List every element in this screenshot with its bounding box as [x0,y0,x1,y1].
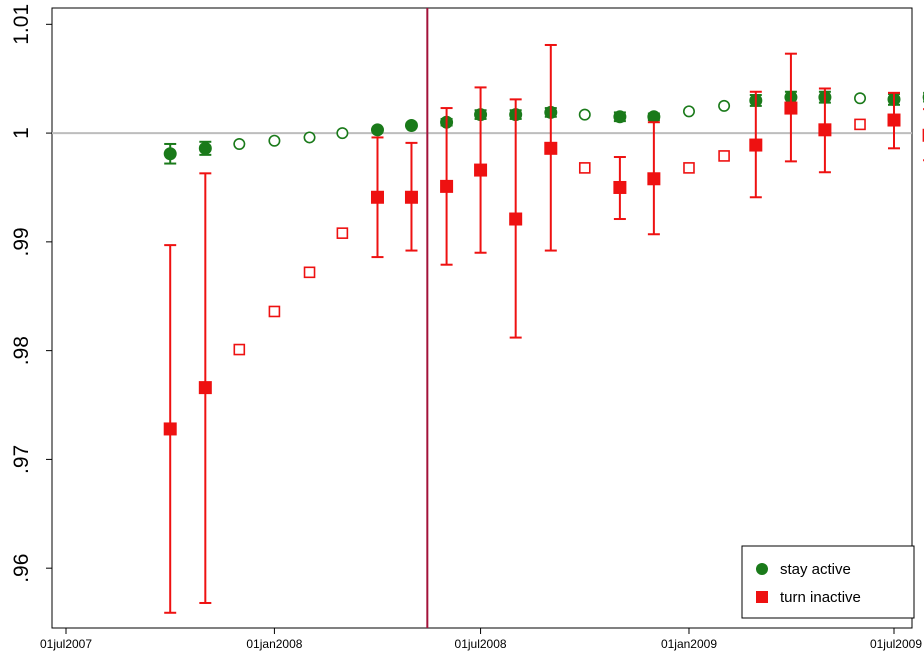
x-tick-label: 01jul2007 [40,637,92,651]
data-point-stay-active [336,127,349,140]
data-point-turn-inactive [578,162,591,174]
data-point-stay-active [682,105,695,118]
legend-label-stay-active: stay active [780,561,851,578]
legend-label-turn-inactive: turn inactive [780,589,861,606]
data-point-turn-inactive [683,162,695,174]
data-point-stay-active [854,92,867,105]
plot-frame [51,7,913,629]
data-point-stay-active [303,131,316,144]
data-point-turn-inactive [303,266,316,279]
data-point-turn-inactive [163,422,177,436]
data-point-stay-active [233,137,246,150]
x-tick-label: 01jan2008 [246,637,302,651]
y-tick-label: .98 [10,336,33,365]
legend-marker-turn-inactive [756,591,768,603]
x-tick-label: 01jul2009 [870,637,922,651]
data-point-turn-inactive [440,179,454,193]
data-point-stay-active [647,110,661,124]
data-point-stay-active [163,147,177,161]
data-point-turn-inactive [233,343,246,356]
data-point-stay-active [198,141,212,155]
data-point-turn-inactive [647,172,661,186]
x-axis: 01jul2007 01jan2008 01jul2008 01jan2009 01ju… [40,628,922,651]
series-turn-inactive [163,43,924,614]
data-point-stay-active [613,110,627,124]
y-tick-label: .96 [10,554,33,583]
legend: stay active turn inactive [741,545,915,619]
legend-box [741,545,915,619]
data-point-turn-inactive [749,138,763,152]
data-point-turn-inactive [887,113,901,127]
data-point-stay-active [370,123,384,137]
data-point-turn-inactive [336,227,349,239]
data-point-stay-active [718,99,731,112]
data-point-turn-inactive [509,212,523,226]
y-axis: .96 .97 .98 .99 1 1.01 [10,4,52,583]
data-point-stay-active [404,118,418,132]
data-point-turn-inactive [198,381,212,395]
data-point-stay-active [578,108,591,121]
data-point-turn-inactive [784,101,798,115]
x-tick-label: 01jul2008 [455,637,507,651]
data-point-turn-inactive [718,150,730,162]
reference-lines [52,8,912,628]
data-point-stay-active [268,134,281,147]
data-point-turn-inactive [268,305,281,318]
data-point-turn-inactive [854,118,866,131]
y-tick-label: 1 [10,127,33,139]
x-tick-label: 01jan2009 [661,637,717,651]
y-tick-label: .99 [10,227,33,256]
data-point-turn-inactive [613,180,627,194]
y-tick-label: 1.01 [10,4,33,45]
data-point-turn-inactive [370,190,384,204]
data-point-turn-inactive [818,123,832,137]
data-point-turn-inactive [404,190,418,204]
legend-marker-stay-active [756,563,768,575]
data-point-turn-inactive [544,141,558,155]
y-tick-label: .97 [10,445,33,474]
plot-border [51,7,913,629]
data-point-turn-inactive [474,163,488,177]
